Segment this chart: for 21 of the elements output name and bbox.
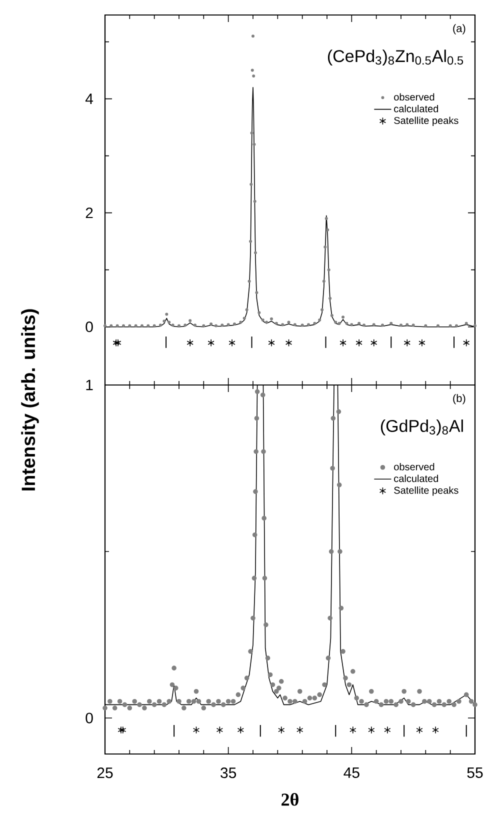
legend-label: Satellite peaks — [394, 486, 458, 496]
x-tick-label: 35 — [220, 768, 236, 778]
x-tick-label: 45 — [344, 768, 360, 778]
annotation: (a) — [453, 24, 466, 34]
y-tick-label: 4 — [85, 94, 94, 104]
x-tick-label: 55 — [467, 768, 483, 778]
x-tick-label: 25 — [97, 768, 113, 778]
legend-label: observed — [394, 462, 434, 470]
legend-label: Satellite peaks — [394, 116, 458, 126]
text: (CePd$_{3}$)$_{8}$Zn$_{0.5}$Al$_{0.5}$ — [328, 50, 464, 66]
y-axis-title: Intensity (arb. units) — [21, 309, 39, 490]
y-tick-label: 0 — [86, 322, 93, 332]
legend-label: observed — [394, 93, 434, 101]
annotation: (b) — [453, 394, 466, 404]
x-axis-title: 2θ — [282, 793, 298, 806]
y-tick-label: 0 — [86, 712, 93, 724]
text: (GdPd$_{3}$)$_{8}$Al — [380, 420, 463, 436]
y-tick-label: 2 — [86, 208, 93, 218]
legend-label: calculated — [394, 104, 438, 112]
legend-label: calculated — [394, 474, 438, 482]
y-tick-label: 1 — [86, 380, 93, 390]
